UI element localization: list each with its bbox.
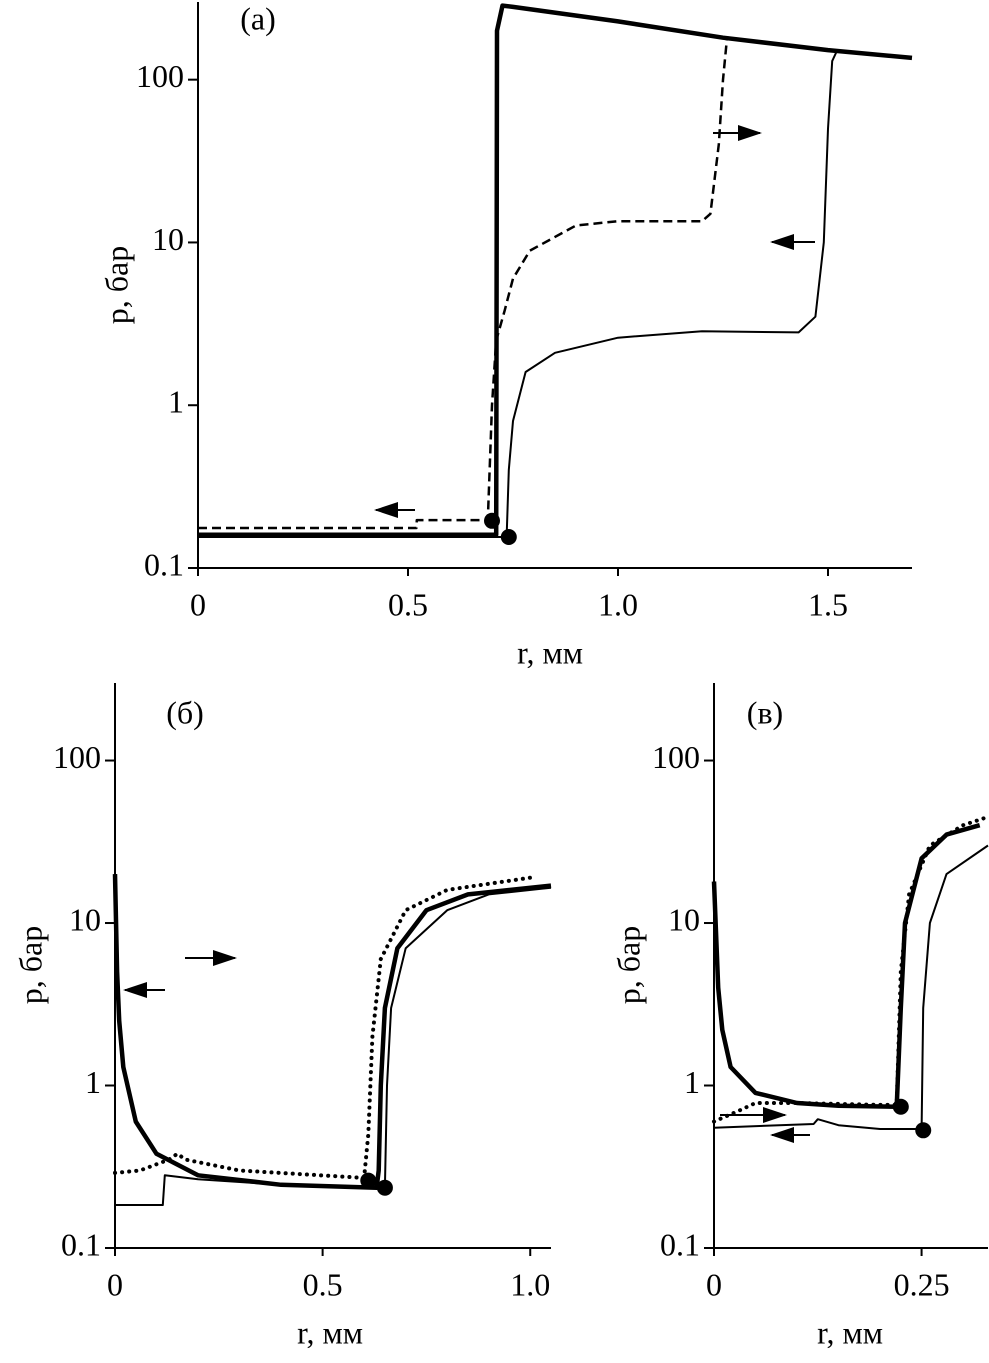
y-tick-label: 100 xyxy=(136,58,184,94)
series-line xyxy=(113,875,533,1180)
series-line xyxy=(198,36,729,530)
series-line xyxy=(713,844,989,1130)
marker xyxy=(360,1172,377,1189)
y-tick-label: 0.1 xyxy=(61,1226,101,1262)
y-tick-label: 10 xyxy=(69,901,101,937)
x-tick-label: 1.5 xyxy=(808,586,848,622)
y-tick-label: 10 xyxy=(152,221,184,257)
y-axis-label: p, бар xyxy=(98,246,134,324)
x-tick-label: 0.25 xyxy=(894,1266,950,1302)
y-axis-label: p, бар xyxy=(610,926,646,1004)
series-line xyxy=(112,874,552,1190)
y-tick-label: 1 xyxy=(684,1064,700,1100)
marker xyxy=(484,512,500,529)
marker xyxy=(500,529,517,546)
marker xyxy=(915,1122,932,1139)
marker xyxy=(892,1098,909,1115)
y-tick-label: 1 xyxy=(85,1064,101,1100)
x-axis-label: r, мм xyxy=(297,1314,363,1350)
x-tick-label: 1.0 xyxy=(598,586,638,622)
y-tick-label: 0.1 xyxy=(144,546,184,582)
series-line xyxy=(198,51,838,538)
y-tick-label: 100 xyxy=(652,739,700,775)
panel-label: (б) xyxy=(166,694,204,730)
y-tick-label: 1 xyxy=(168,384,184,420)
panel-label: (в) xyxy=(747,694,783,730)
x-tick-label: 0.5 xyxy=(303,1266,343,1302)
arrows xyxy=(123,125,815,1143)
panel-label: (а) xyxy=(240,0,276,36)
series-line xyxy=(711,823,981,1110)
x-axis-label: r, мм xyxy=(817,1314,883,1350)
y-axis-label: p, бар xyxy=(12,926,48,1004)
x-tick-label: 0 xyxy=(107,1266,123,1302)
series-line xyxy=(198,3,913,538)
x-axis-label: r, мм xyxy=(517,634,583,670)
marker xyxy=(376,1179,393,1196)
x-tick-label: 0 xyxy=(706,1266,722,1302)
y-tick-label: 10 xyxy=(668,901,700,937)
series-line xyxy=(115,886,552,1206)
series-line xyxy=(712,814,989,1124)
x-tick-label: 0.5 xyxy=(388,586,428,622)
y-tick-label: 0.1 xyxy=(660,1226,700,1262)
x-tick-label: 0 xyxy=(190,586,206,622)
y-tick-label: 100 xyxy=(53,739,101,775)
x-tick-label: 1.0 xyxy=(510,1266,550,1302)
